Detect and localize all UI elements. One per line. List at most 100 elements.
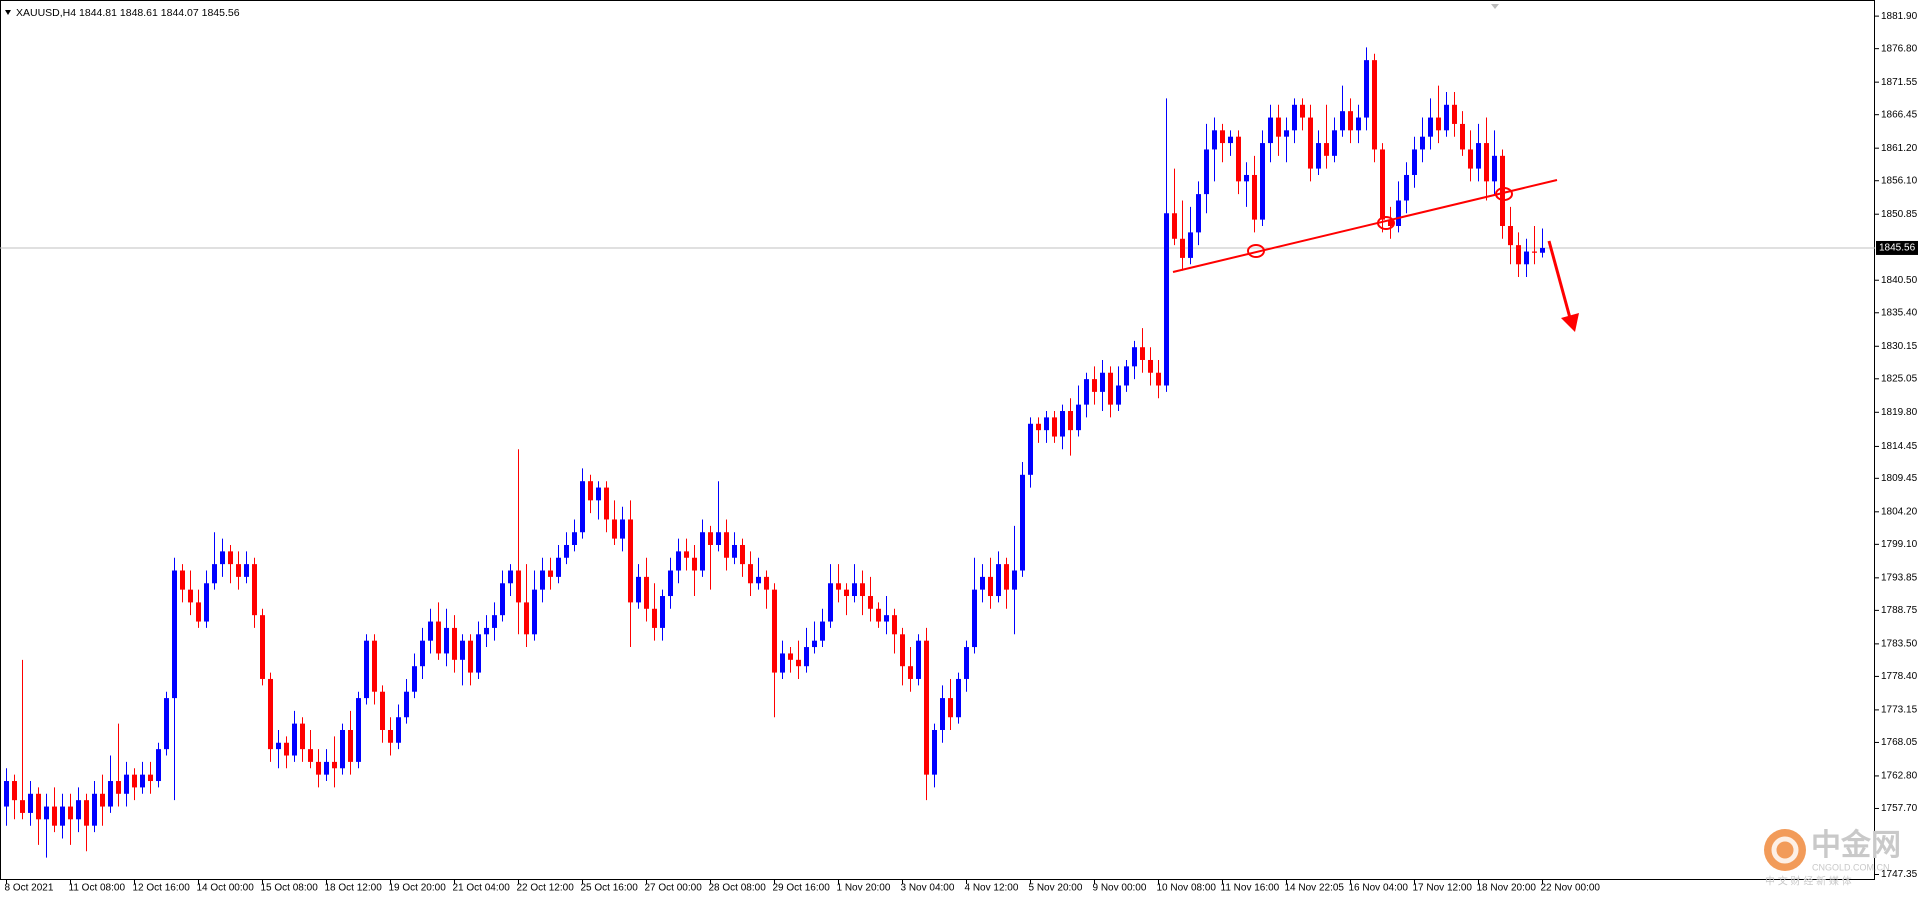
candle-body [324,761,329,775]
candle-body [1172,213,1177,239]
candle-body [996,564,1001,597]
candle-body [1516,245,1521,265]
candle-body [1524,251,1529,265]
touch-circle [1377,216,1395,230]
candle-body [148,774,153,782]
candle-body [1388,219,1393,227]
candle-body [1220,130,1225,144]
candle-body [844,589,849,597]
candle-body [812,640,817,648]
candle-body [884,615,889,622]
candle-body [196,602,201,622]
candle-body [1332,130,1337,156]
y-tick-label: 1819.80 [1881,407,1918,418]
y-tick-label: 1866.45 [1881,109,1918,120]
candle-body [1148,359,1153,373]
candle-body [1404,174,1409,201]
candle-body [588,481,593,501]
candle-body [1308,117,1313,169]
candle-body [28,793,33,813]
candle-body [796,659,801,667]
candle-body [964,647,969,679]
candle-body [788,653,793,660]
trend-line [1172,179,1558,273]
candle-body [628,519,633,603]
candle-body [820,621,825,641]
candle-body [1164,213,1169,386]
candle-body [1348,111,1353,131]
candle-body [676,551,681,571]
current-price-box [1876,240,1918,255]
y-tick-label: 1778.40 [1881,671,1918,682]
candle-body [308,749,313,762]
y-tick-label: 1825.05 [1881,373,1918,384]
candle-body [388,729,393,743]
candle-body [76,800,81,820]
candle-body [476,634,481,673]
candle-body [516,570,521,603]
x-tick-label: 29 Oct 16:00 [773,883,831,894]
candle-body [1068,411,1073,431]
candle-body [1084,379,1089,405]
x-tick-label: 8 Oct 2021 [5,883,54,894]
x-tick-label: 18 Oct 12:00 [325,883,383,894]
candle-body [500,583,505,616]
candle-body [804,647,809,667]
candle-body [748,564,753,584]
x-tick-label: 25 Oct 16:00 [581,883,639,894]
candle-body [92,793,97,826]
candle-body [1316,143,1321,169]
candle-body [436,621,441,654]
x-tick-label: 9 Nov 00:00 [1093,883,1147,894]
chart-title: XAUUSD,H4 1844.81 1848.61 1844.07 1845.5… [16,7,240,19]
candle-body [492,615,497,628]
candle-body [1012,570,1017,590]
x-tick-label: 4 Nov 12:00 [965,883,1019,894]
candle-body [564,544,569,558]
candle-body [1396,200,1401,227]
candle-body [116,781,121,794]
candle-body [252,564,257,616]
x-tick-label: 5 Nov 20:00 [1029,883,1083,894]
candle-body [1468,149,1473,169]
candle-body [876,608,881,622]
candle-body [1060,411,1065,437]
candle-body [180,570,185,590]
candle-body [1292,104,1297,131]
candle-body [1508,226,1513,246]
candle-body [348,729,353,762]
x-tick-label: 10 Nov 08:00 [1157,883,1217,894]
candle-body [100,793,105,807]
y-tick-label: 1850.85 [1881,209,1918,220]
candle-body [556,557,561,577]
x-tick-label: 11 Oct 08:00 [69,883,126,894]
x-tick-label: 21 Oct 04:00 [453,883,511,894]
x-tick-label: 19 Oct 20:00 [389,883,447,894]
candle-body [1212,130,1217,150]
x-tick-label: 11 Nov 16:00 [1221,883,1280,894]
annotations [1172,179,1579,332]
watermark-site: CNGOLD.COM.CN [1812,862,1890,872]
candle-body [1108,372,1113,405]
candle-body [260,615,265,679]
candle-body [772,589,777,673]
candle-body [1004,564,1009,590]
candle-body [836,583,841,590]
candle-body [412,666,417,692]
candle-body [1028,423,1033,475]
candle-body [4,781,9,807]
candle-body [948,698,953,718]
x-tick-label: 12 Oct 16:00 [133,883,191,894]
candle-body [404,691,409,718]
candle-body [508,570,513,584]
candle-body [84,800,89,826]
candle-body [1484,143,1489,182]
candle-body [1324,143,1329,156]
candle-body [1284,130,1289,137]
y-tick-label: 1762.80 [1881,771,1918,782]
candle-body [1452,104,1457,124]
candle-body [292,723,297,756]
candle-body [716,532,721,545]
